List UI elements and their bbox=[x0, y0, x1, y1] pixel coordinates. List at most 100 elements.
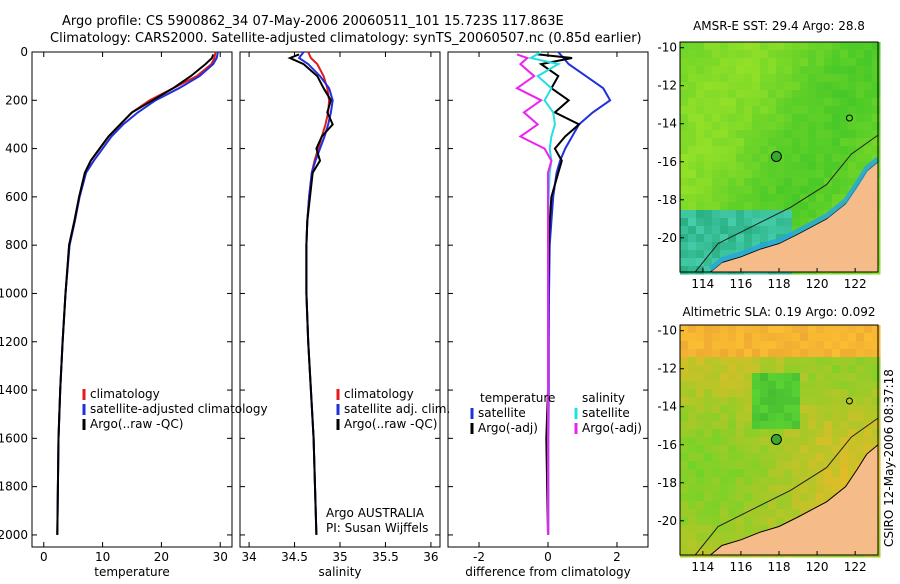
map-cell bbox=[680, 154, 689, 163]
map-cell bbox=[752, 90, 761, 99]
map-cell bbox=[704, 146, 713, 155]
x-tick-label: -2 bbox=[473, 550, 485, 564]
map-cell bbox=[712, 226, 721, 235]
map-cell bbox=[680, 397, 689, 406]
map-cell bbox=[680, 66, 689, 75]
map-cell bbox=[760, 58, 769, 67]
map-cell bbox=[712, 373, 721, 382]
map-cell bbox=[800, 373, 809, 382]
map-cell bbox=[808, 445, 817, 454]
map-cell bbox=[800, 50, 809, 59]
map-cell bbox=[800, 501, 809, 510]
map-cell bbox=[784, 170, 793, 179]
map-cell bbox=[824, 42, 833, 51]
map-cell bbox=[872, 357, 881, 366]
map-cell bbox=[712, 114, 721, 123]
map-cell bbox=[744, 122, 753, 131]
map-cell bbox=[856, 98, 865, 107]
map-cell bbox=[784, 74, 793, 83]
map-cell bbox=[704, 74, 713, 83]
map-cell bbox=[792, 218, 801, 227]
map-cell bbox=[800, 389, 809, 398]
map-cell bbox=[840, 130, 849, 139]
map-cell bbox=[856, 146, 865, 155]
map-cell bbox=[736, 453, 745, 462]
map-cell bbox=[872, 130, 881, 139]
map-cell bbox=[792, 413, 801, 422]
map-cell bbox=[824, 138, 833, 147]
map-cell bbox=[840, 349, 849, 358]
map-cell bbox=[784, 373, 793, 382]
map-cell bbox=[872, 74, 881, 83]
map-cell bbox=[776, 501, 785, 510]
map-cell bbox=[800, 413, 809, 422]
map-cell bbox=[696, 186, 705, 195]
map-cell bbox=[720, 429, 729, 438]
map-cell bbox=[792, 477, 801, 486]
map-cell bbox=[816, 178, 825, 187]
map-cell bbox=[768, 405, 777, 414]
map-cell bbox=[688, 445, 697, 454]
map-cell bbox=[752, 397, 761, 406]
map-cell bbox=[808, 130, 817, 139]
map-cell bbox=[792, 437, 801, 446]
map-cell bbox=[848, 437, 857, 446]
map-cell bbox=[712, 98, 721, 107]
map-cell bbox=[736, 58, 745, 67]
map-cell bbox=[824, 381, 833, 390]
map-cell bbox=[792, 381, 801, 390]
map-cell bbox=[728, 210, 737, 219]
map-cell bbox=[752, 333, 761, 342]
map-cell bbox=[704, 58, 713, 67]
map-cell bbox=[712, 58, 721, 67]
argo-float-marker bbox=[770, 150, 782, 162]
map-cell bbox=[752, 485, 761, 494]
map-cell bbox=[776, 469, 785, 478]
map-cell bbox=[744, 389, 753, 398]
map-cell bbox=[776, 218, 785, 227]
map-cell bbox=[864, 397, 873, 406]
x-tick-label: 116 bbox=[729, 277, 752, 291]
map-cell bbox=[736, 178, 745, 187]
map-cell bbox=[688, 397, 697, 406]
map-cell bbox=[768, 429, 777, 438]
map-cell bbox=[792, 42, 801, 51]
map-cell bbox=[864, 437, 873, 446]
map-cell bbox=[696, 397, 705, 406]
map-cell bbox=[688, 130, 697, 139]
map-cell bbox=[792, 202, 801, 211]
map-cell bbox=[784, 186, 793, 195]
map-cell bbox=[688, 333, 697, 342]
map-cell bbox=[752, 405, 761, 414]
map-cell bbox=[712, 445, 721, 454]
map-cell bbox=[760, 130, 769, 139]
map-cell bbox=[832, 429, 841, 438]
map-cell bbox=[744, 413, 753, 422]
map-cell bbox=[864, 373, 873, 382]
map-cell bbox=[736, 485, 745, 494]
x-tick-label: 35.5 bbox=[372, 550, 399, 564]
map-cell bbox=[808, 405, 817, 414]
map-cell bbox=[856, 429, 865, 438]
map-cell bbox=[704, 154, 713, 163]
map-cell bbox=[760, 477, 769, 486]
map-cell bbox=[832, 154, 841, 163]
map-cell bbox=[800, 42, 809, 51]
map-cell bbox=[856, 130, 865, 139]
legend-title: temperature bbox=[480, 391, 555, 405]
map-cell bbox=[840, 186, 849, 195]
map-cell bbox=[744, 349, 753, 358]
map-cell bbox=[736, 525, 745, 534]
map-cell bbox=[696, 226, 705, 235]
map-cell bbox=[680, 58, 689, 67]
map-cell bbox=[832, 405, 841, 414]
map-cell bbox=[808, 50, 817, 59]
map-cell bbox=[712, 517, 721, 526]
map-cell bbox=[720, 210, 729, 219]
map-cell bbox=[816, 437, 825, 446]
map-cell bbox=[808, 210, 817, 219]
map-cell bbox=[840, 106, 849, 115]
map-cell bbox=[704, 477, 713, 486]
map-cell bbox=[752, 74, 761, 83]
map-cell bbox=[752, 501, 761, 510]
